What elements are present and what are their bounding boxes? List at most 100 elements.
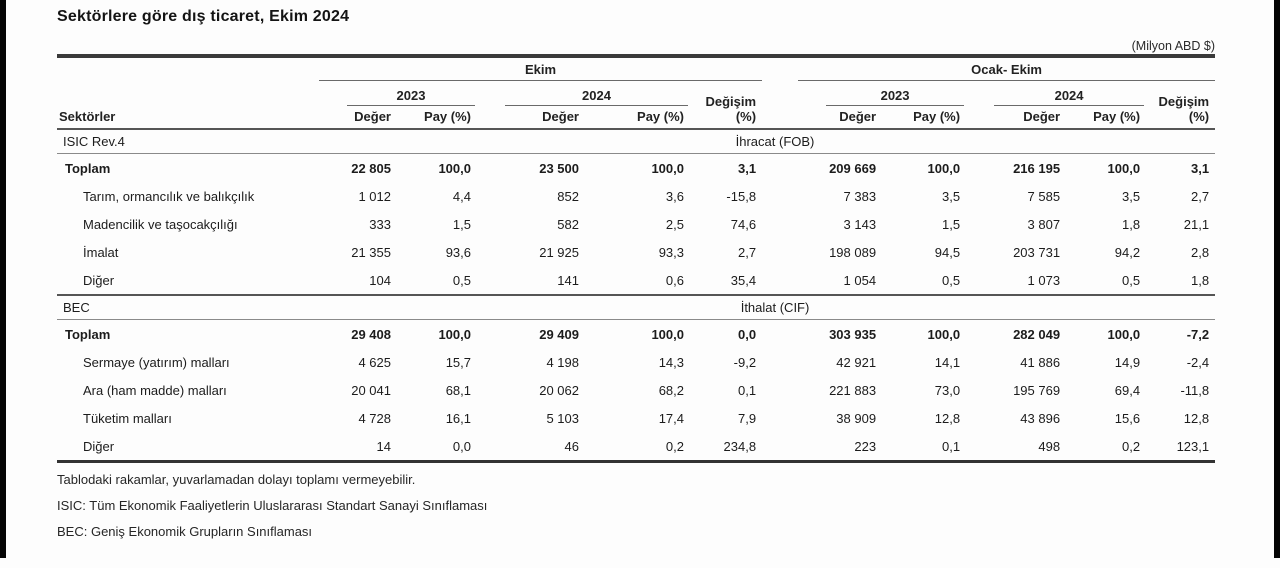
column-gap (762, 210, 798, 238)
cell-value: 104 (369, 272, 391, 288)
cell-value: 1,8 (1191, 272, 1210, 288)
cell-value: 0,0 (737, 326, 757, 342)
row-label: Toplam (65, 326, 111, 342)
footnotes: Tablodaki rakamlar, yuvarlamadan dolayı … (57, 472, 1215, 539)
cell-value: 7,9 (737, 410, 757, 426)
cell-value: 100,0 (927, 160, 961, 176)
cell-value: 7 585 (1027, 188, 1061, 204)
cell-value: 223 (798, 432, 883, 463)
cell-value: 12,8 (1183, 410, 1210, 426)
page-title: Sektörlere göre dış ticaret, Ekim 2024 (57, 8, 350, 25)
cell-value: 582 (557, 216, 579, 232)
column-header-degisim-ocak: Değişim (%) (1146, 81, 1216, 130)
sectors-label: Sektörler (59, 109, 116, 124)
classification-label: BEC (63, 300, 90, 315)
row-label: Ara (ham madde) malları (83, 382, 227, 398)
column-header-deger: Değer (477, 106, 585, 130)
row-label: Madencilik ve taşocakçılığı (83, 216, 238, 232)
cell-value: 198 089 (829, 244, 877, 260)
cell-value: 1,5 (941, 216, 961, 232)
header-year-row: 2023 2024 Değişim (%) 2023 2024 Değişim … (57, 81, 1216, 130)
cell-value: 23 500 (539, 160, 579, 176)
cell-value: 0,5 (1121, 272, 1141, 288)
column-header-pay: Pay (%) (1066, 106, 1147, 130)
cell-value: 303 935 (829, 326, 877, 342)
cell-value: 68,1 (445, 382, 471, 398)
cell-value: 15,7 (445, 354, 471, 370)
degisim-pct-label: (%) (1188, 109, 1210, 124)
cell-value: 21,1 (1183, 216, 1210, 232)
cell-value: 498 (966, 432, 1067, 463)
column-gap (762, 376, 798, 404)
trade-table: Sektörler Ekim Ocak- Ekim 2023 2024 Deği… (57, 54, 1216, 463)
cell-value: 3 143 (843, 216, 877, 232)
cell-value: 15,6 (1114, 410, 1141, 426)
degisim-pct-label: (%) (735, 109, 757, 124)
cell-value: 4 198 (546, 354, 579, 370)
column-group-ocak-ekim: Ocak- Ekim (798, 56, 1216, 81)
cell-value: 94,5 (934, 244, 961, 260)
column-header-deger: Değer (319, 106, 397, 130)
left-edge-bar (0, 0, 6, 558)
column-year-ekim-2023: 2023 (319, 81, 477, 106)
cell-value: 74,6 (730, 216, 757, 232)
cell-value: 35,4 (730, 272, 757, 288)
cell-value: -2,4 (1186, 354, 1210, 370)
cell-value: 0,2 (585, 432, 690, 463)
row-label: Tarım, ormancılık ve balıkçılık (83, 188, 255, 204)
cell-value: 3,6 (665, 188, 684, 204)
cell-value: 2,5 (665, 216, 684, 232)
cell-value: 38 909 (836, 410, 877, 426)
cell-value: 0,0 (397, 432, 477, 463)
cell-value: -11,8 (1180, 382, 1210, 398)
cell-value: 29 408 (351, 326, 391, 342)
cell-value: 94,2 (1114, 244, 1141, 260)
cell-value: 0,6 (665, 272, 684, 288)
cell-value: 100,0 (438, 326, 471, 342)
table-row: Tüketim malları 4 728 16,1 5 103 17,4 7,9 38 9… (57, 404, 1215, 432)
cell-value: 12,8 (934, 410, 961, 426)
table-row: Toplam 29 408 100,0 29 409 100,0 0,0 303 935 10… (57, 320, 1215, 349)
cell-value: 209 669 (829, 160, 877, 176)
cell-value: 0,1 (882, 432, 967, 463)
table-row: İmalat 21 355 93,6 21 925 93,3 2,7 198 089 94,5… (57, 238, 1215, 266)
cell-value: 22 805 (351, 160, 391, 176)
cell-value: 195 769 (1013, 382, 1061, 398)
year-label: 2024 (994, 81, 1145, 106)
right-edge-bar (1274, 0, 1280, 558)
cell-value: 14,3 (658, 354, 684, 370)
column-header-deger: Değer (966, 106, 1067, 130)
column-year-ocak-2024: 2024 (966, 81, 1146, 106)
header-measure-row: Değer Pay (%) Değer Pay (%) Değer Pay (%… (57, 106, 1215, 130)
cell-value: 282 049 (1013, 326, 1061, 342)
column-gap (762, 182, 798, 210)
column-header-pay: Pay (%) (882, 106, 967, 130)
cell-value: 3,1 (1191, 160, 1210, 176)
column-gap (762, 404, 798, 432)
cell-value: 203 731 (1013, 244, 1061, 260)
cell-value: 2,8 (1191, 244, 1210, 260)
year-label: 2024 (505, 81, 688, 106)
section-header-cell: BEC İthalat (CIF) (57, 294, 1216, 320)
cell-value: 2,7 (1191, 188, 1210, 204)
table-row: Diğer 14 0,0 46 0,2 234,8 223 0,1 498 0,2 123,1 (57, 432, 1216, 463)
cell-value: 1 054 (843, 272, 877, 288)
column-gap (762, 56, 799, 130)
row-label: Tüketim malları (83, 410, 172, 426)
cell-value: 0,1 (737, 382, 757, 398)
cell-value: 3,1 (737, 160, 757, 176)
cell-value: 0,5 (941, 272, 961, 288)
cell-value: 100,0 (927, 326, 961, 342)
cell-value: 93,6 (445, 244, 471, 260)
column-year-ocak-2023: 2023 (798, 81, 966, 106)
cell-value: 21 925 (539, 244, 579, 260)
cell-value: 4 728 (358, 410, 391, 426)
degisim-label: Değişim (1158, 94, 1210, 109)
row-label: Toplam (65, 160, 111, 176)
column-header-pay: Pay (%) (397, 106, 477, 130)
cell-value: 852 (557, 188, 579, 204)
cell-value: 42 921 (836, 354, 877, 370)
cell-value: 3,5 (941, 188, 961, 204)
cell-value: 21 355 (351, 244, 391, 260)
cell-value: 100,0 (438, 160, 471, 176)
